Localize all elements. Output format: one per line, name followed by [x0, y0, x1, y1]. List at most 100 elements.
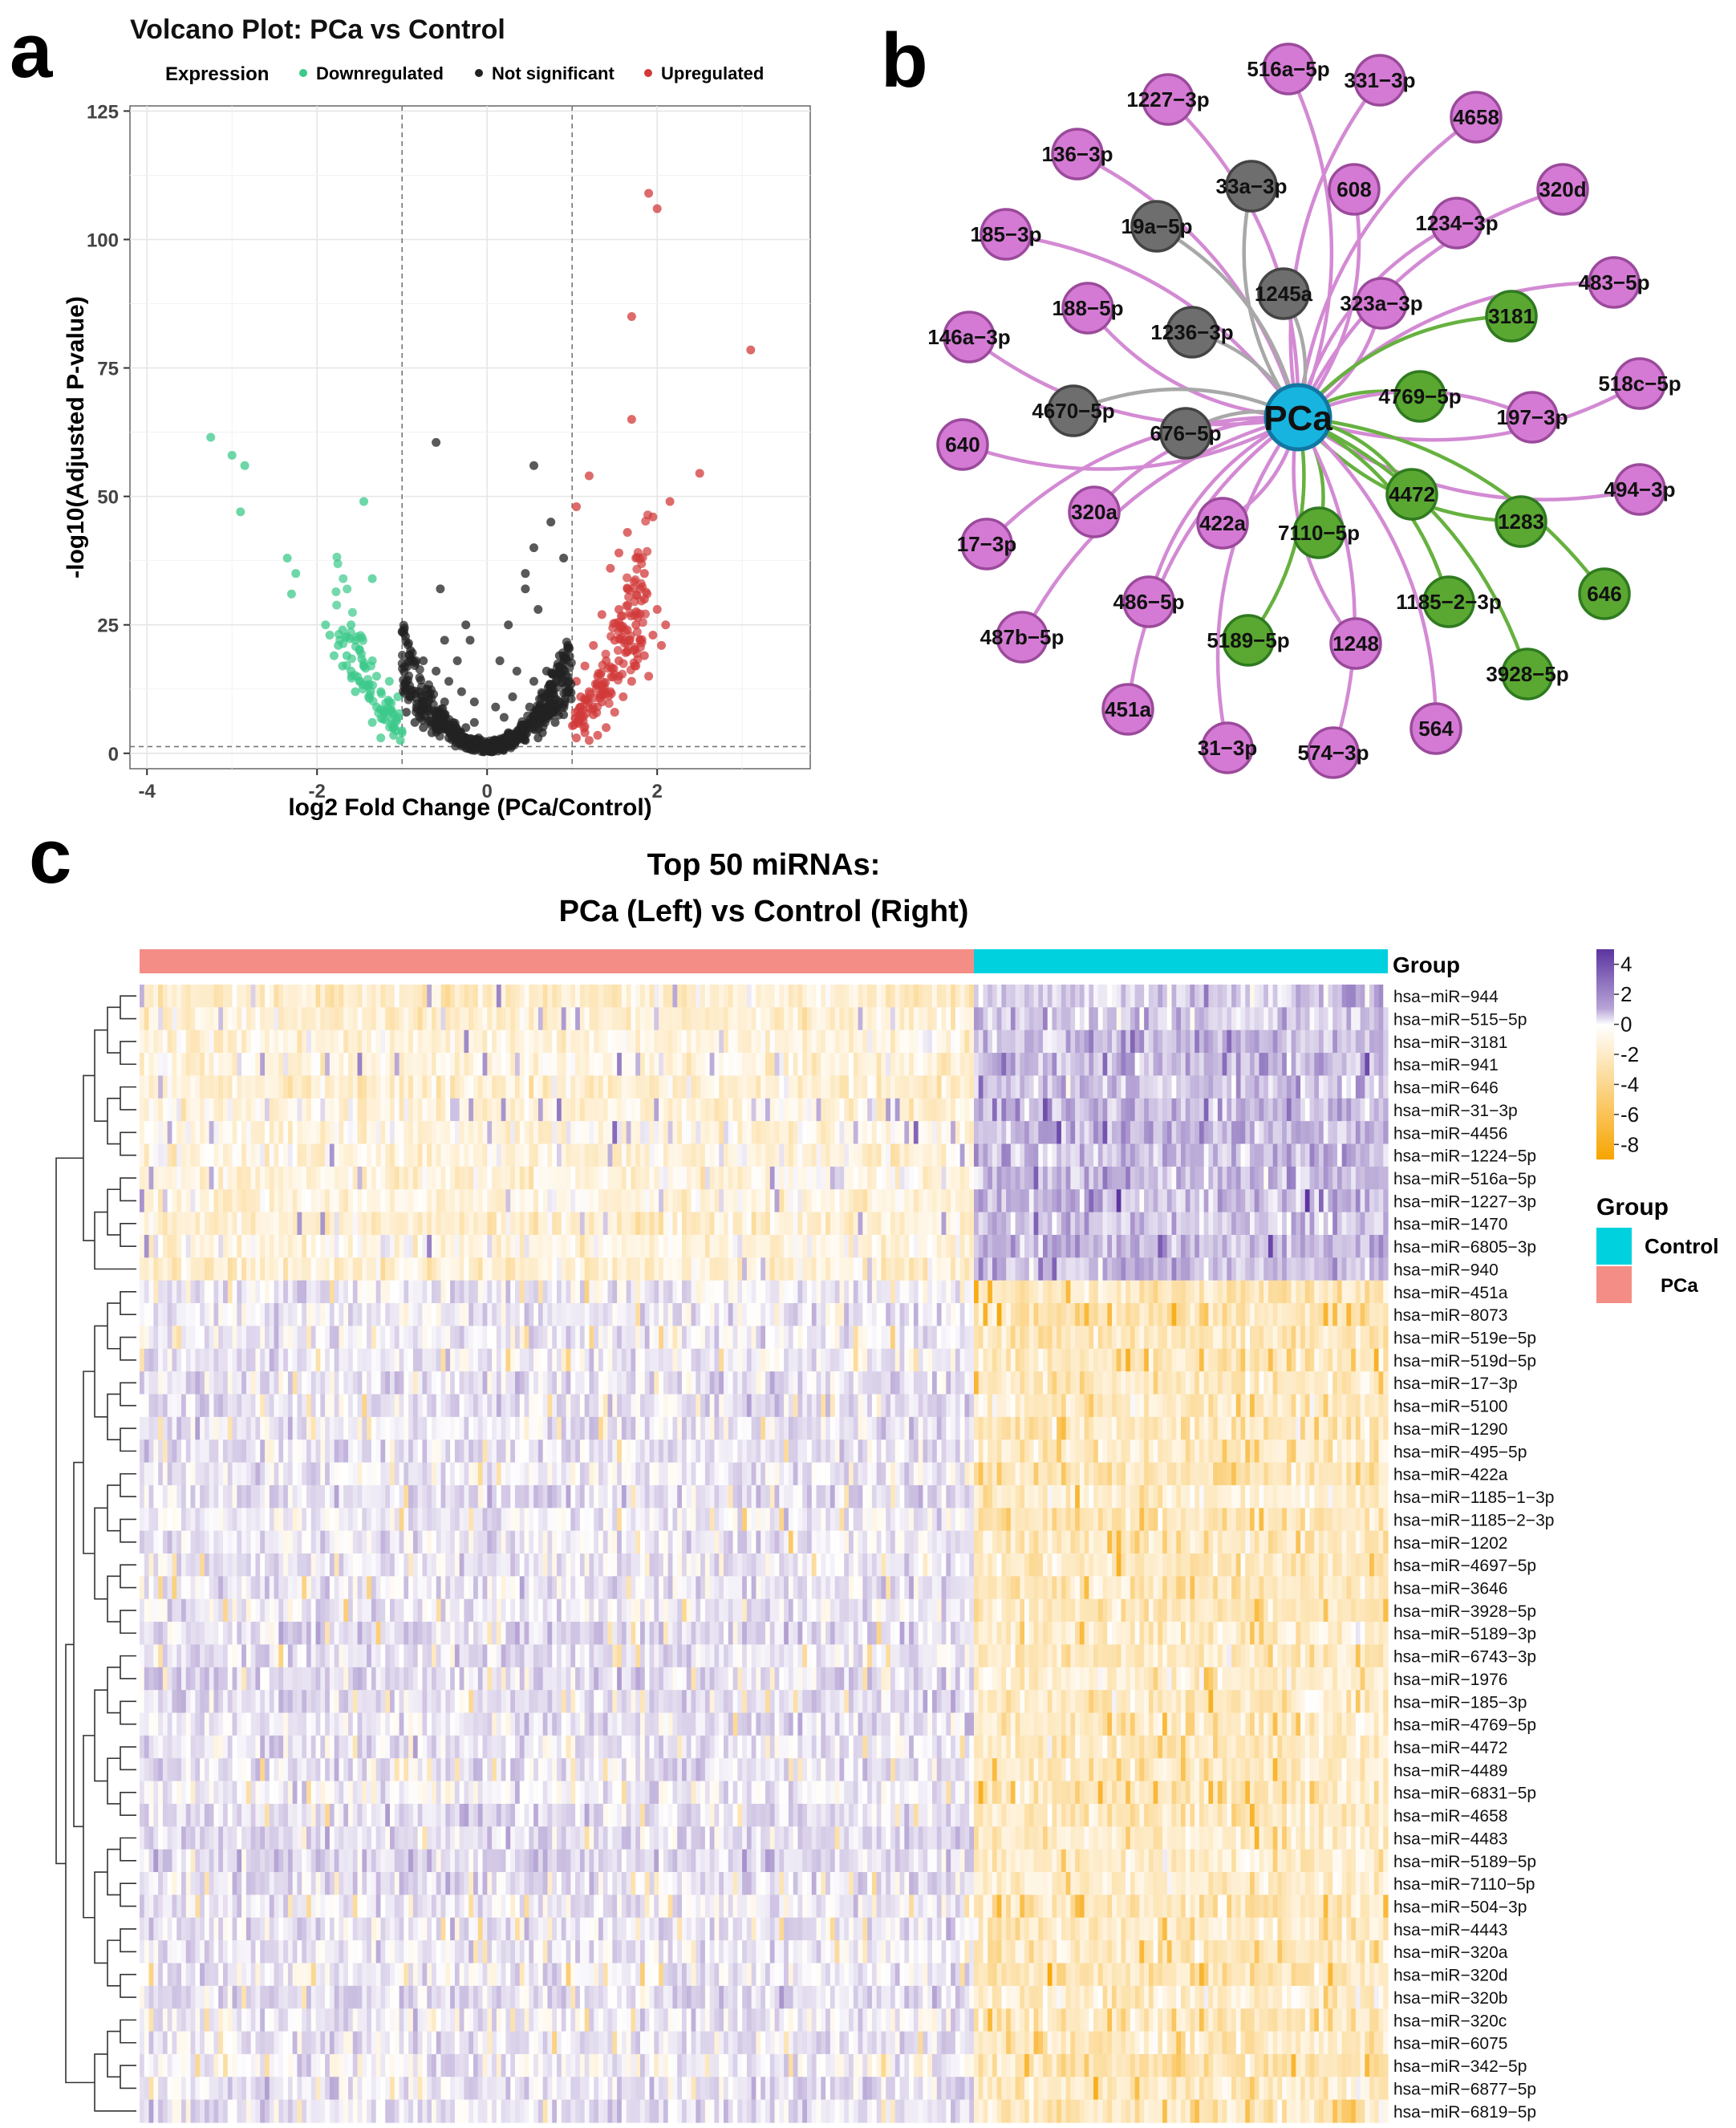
heatmap-cell — [1336, 1143, 1343, 1168]
heatmap-cell — [598, 1303, 604, 1326]
heatmap-cell — [537, 1029, 544, 1054]
heatmap-cell — [404, 1098, 409, 1122]
heatmap-cell — [362, 1166, 367, 1190]
heatmap-cell — [1296, 1257, 1301, 1281]
heatmap-cell — [844, 1029, 850, 1054]
heatmap-cell — [1089, 1121, 1094, 1145]
heatmap-cell — [839, 1234, 845, 1258]
heatmap-cell — [1089, 1166, 1094, 1190]
heatmap-cell — [367, 1212, 372, 1236]
heatmap-cell — [579, 985, 586, 1008]
heatmap-cell — [756, 1234, 761, 1258]
heatmap-cell — [1052, 1098, 1057, 1122]
heatmap-cell — [348, 1007, 354, 1031]
heatmap-cell — [584, 1234, 590, 1258]
heatmap-cell — [1075, 1189, 1081, 1213]
heatmap-cell — [1190, 1053, 1195, 1077]
heatmap-cell — [1231, 1280, 1237, 1304]
heatmap-cell — [579, 1257, 586, 1281]
heatmap-cell — [1102, 1166, 1108, 1190]
heatmap-cell — [390, 1075, 395, 1099]
heatmap-cell — [339, 1143, 344, 1168]
heatmap-cell — [974, 1212, 980, 1236]
heatmap-cell — [1015, 1166, 1020, 1190]
heatmap-cell — [612, 1053, 618, 1077]
heatmap-cell — [996, 985, 1002, 1008]
heatmap-cell — [1102, 1053, 1108, 1077]
heatmap-cell — [1126, 1098, 1131, 1122]
heatmap-cell — [468, 1143, 474, 1168]
heatmap-cell — [797, 1143, 803, 1168]
heatmap-cell — [682, 1166, 688, 1190]
heatmap-cell — [788, 1234, 794, 1258]
heatmap-cell — [1336, 1166, 1343, 1190]
heatmap-cell — [579, 1053, 586, 1077]
heatmap-cell — [974, 1280, 980, 1304]
heatmap-cell — [1028, 1007, 1035, 1031]
heatmap-cell — [1024, 1007, 1030, 1031]
heatmap-cell — [232, 1075, 237, 1099]
heatmap-cell — [1190, 1166, 1195, 1190]
heatmap-cell — [807, 1280, 813, 1304]
heatmap-cell — [834, 1098, 841, 1122]
heatmap-cell — [505, 1280, 511, 1304]
volcano-point — [665, 497, 675, 506]
heatmap-cell — [185, 1075, 192, 1099]
heatmap-cell — [390, 1007, 395, 1031]
heatmap-cell — [894, 985, 901, 1008]
heatmap-cell — [779, 1098, 785, 1122]
heatmap-cell — [899, 1143, 905, 1168]
heatmap-cell — [1052, 1234, 1057, 1258]
network-node-label: 197−3p — [1497, 405, 1568, 429]
heatmap-cell — [1112, 1007, 1117, 1031]
heatmap-cell — [1112, 1098, 1117, 1122]
heatmap-cell — [459, 1166, 465, 1190]
heatmap-cell — [195, 1143, 201, 1168]
heatmap-cell — [140, 1143, 145, 1168]
heatmap-cell — [1336, 1280, 1343, 1304]
heatmap-cell — [899, 1189, 905, 1213]
heatmap-cell — [241, 1053, 247, 1077]
heatmap-cell — [584, 1189, 590, 1213]
heatmap-cell — [853, 1098, 859, 1122]
volcano-point — [399, 620, 408, 630]
heatmap-cell — [1010, 1257, 1016, 1281]
volcano-point — [402, 708, 411, 717]
volcano-point — [619, 622, 628, 631]
heatmap-cell — [909, 1143, 915, 1168]
heatmap-cell — [167, 1053, 173, 1077]
heatmap-cell — [315, 1303, 321, 1326]
volcano-point — [383, 708, 392, 717]
heatmap-cell — [1162, 1053, 1168, 1077]
heatmap-cell — [412, 1098, 419, 1122]
heatmap-cell — [774, 1189, 780, 1213]
heatmap-cell — [306, 985, 312, 1008]
heatmap-cell — [1286, 1212, 1292, 1236]
heatmap-cell — [853, 1053, 859, 1077]
heatmap-cell — [566, 1053, 571, 1077]
heatmap-cell — [477, 1189, 484, 1213]
heatmap-cell — [1378, 1053, 1384, 1077]
heatmap-cell — [899, 1007, 905, 1031]
heatmap-cell — [1332, 1257, 1338, 1281]
heatmap-cell — [1075, 1007, 1081, 1031]
heatmap-cell — [1351, 1098, 1357, 1122]
heatmap-cell — [946, 1189, 951, 1213]
heatmap-cell — [821, 1121, 826, 1145]
heatmap-cell — [988, 1257, 993, 1281]
heatmap-cell — [691, 1257, 696, 1281]
heatmap-cell — [464, 1234, 469, 1258]
heatmap-cell — [190, 1234, 196, 1258]
heatmap-cell — [691, 1007, 696, 1031]
volcano-point — [495, 656, 505, 666]
heatmap-cell — [1097, 1189, 1104, 1213]
heatmap-cell — [339, 1166, 344, 1190]
heatmap-cell — [237, 1143, 242, 1168]
heatmap-cell — [1033, 1212, 1039, 1236]
heatmap-cell — [918, 1075, 924, 1099]
heatmap-cell — [371, 1234, 377, 1258]
heatmap-cell — [779, 1029, 785, 1054]
heatmap-cell — [339, 1007, 344, 1031]
heatmap-cell — [1033, 985, 1039, 1008]
heatmap-cell — [663, 1234, 669, 1258]
